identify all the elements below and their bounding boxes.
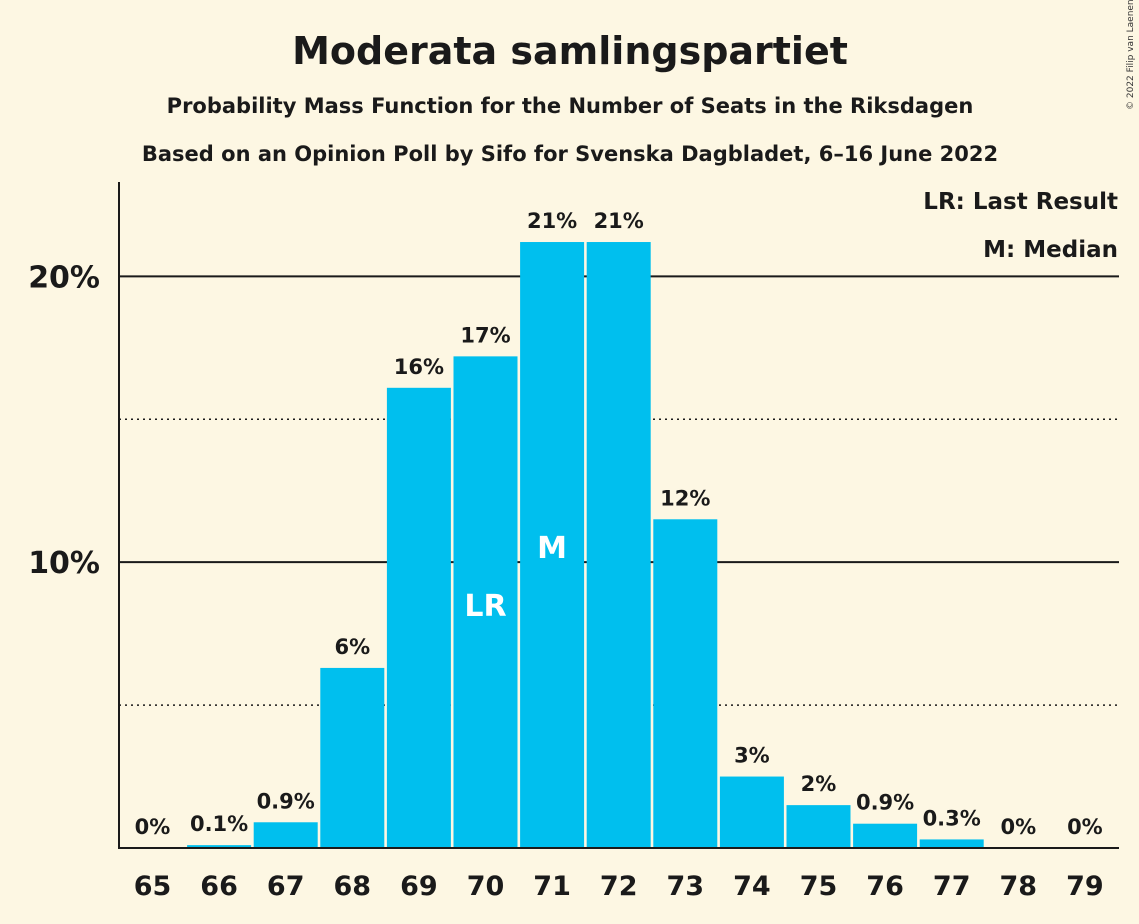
y-axis-tick-labels: 10% 20% — [28, 260, 100, 581]
x-tick-label: 71 — [533, 871, 571, 902]
x-tick-label: 73 — [667, 871, 705, 902]
bar — [520, 242, 585, 848]
chart-subtitle: Probability Mass Function for the Number… — [167, 94, 974, 118]
bar-value-label: 0.1% — [190, 812, 248, 836]
bar-value-label: 0.9% — [856, 791, 914, 815]
bar-value-label: 0% — [1067, 815, 1103, 839]
x-tick-label: 74 — [733, 871, 771, 902]
x-axis-tick-labels: 65 66 67 68 69 70 71 72 73 74 75 76 77 78 79 — [134, 871, 1104, 902]
bar — [919, 839, 984, 848]
legend: LR: Last Result M: Median — [923, 189, 1118, 263]
bar — [187, 845, 252, 848]
bar-marker-label: LR — [464, 589, 506, 624]
x-tick-label: 66 — [200, 871, 238, 902]
bar-value-labels: 0% 0.1% 0.9% 6% 16% 17% 21% 21% 12% 3% 2% 0.9% 0.3% 0… — [135, 209, 1103, 839]
y-tick-label: 20% — [28, 260, 100, 295]
bar — [453, 356, 518, 848]
bar-value-label: 3% — [734, 744, 770, 768]
bar — [719, 776, 784, 848]
bar-value-label: 0.9% — [257, 789, 315, 813]
x-tick-label: 77 — [933, 871, 971, 902]
chart-title: Moderata samlingspartiet — [292, 29, 848, 73]
y-tick-label: 10% — [28, 546, 100, 581]
bar — [253, 822, 318, 848]
x-tick-label: 69 — [400, 871, 438, 902]
bar — [786, 805, 851, 848]
x-tick-label: 75 — [800, 871, 838, 902]
x-tick-label: 78 — [1000, 871, 1038, 902]
bar-value-label: 21% — [594, 209, 644, 233]
bars — [187, 242, 984, 848]
bar — [386, 387, 451, 848]
bar-value-label: 12% — [660, 486, 710, 510]
bar-value-label: 17% — [460, 323, 510, 347]
bar — [853, 823, 918, 848]
bar-value-label: 16% — [394, 355, 444, 379]
copyright-notice: © 2022 Filip van Laenen — [1126, 0, 1136, 110]
bar — [653, 519, 718, 848]
x-tick-label: 76 — [866, 871, 904, 902]
legend-median: M: Median — [983, 237, 1118, 263]
bar — [320, 667, 385, 848]
bar-value-label: 0.3% — [923, 806, 981, 830]
x-tick-label: 79 — [1066, 871, 1104, 902]
bar-markers: LR M — [464, 531, 567, 624]
x-tick-label: 70 — [467, 871, 505, 902]
legend-last-result: LR: Last Result — [923, 189, 1118, 215]
bar-value-label: 0% — [1000, 815, 1036, 839]
bar — [586, 242, 651, 848]
x-tick-label: 68 — [334, 871, 372, 902]
bar-value-label: 6% — [334, 635, 370, 659]
bar-marker-label: M — [537, 531, 567, 566]
x-tick-label: 72 — [600, 871, 638, 902]
x-tick-label: 65 — [134, 871, 172, 902]
x-tick-label: 67 — [267, 871, 305, 902]
chart-subtitle-source: Based on an Opinion Poll by Sifo for Sve… — [142, 142, 998, 166]
bar-value-label: 2% — [801, 772, 837, 796]
bar-value-label: 0% — [135, 815, 171, 839]
bar-value-label: 21% — [527, 209, 577, 233]
